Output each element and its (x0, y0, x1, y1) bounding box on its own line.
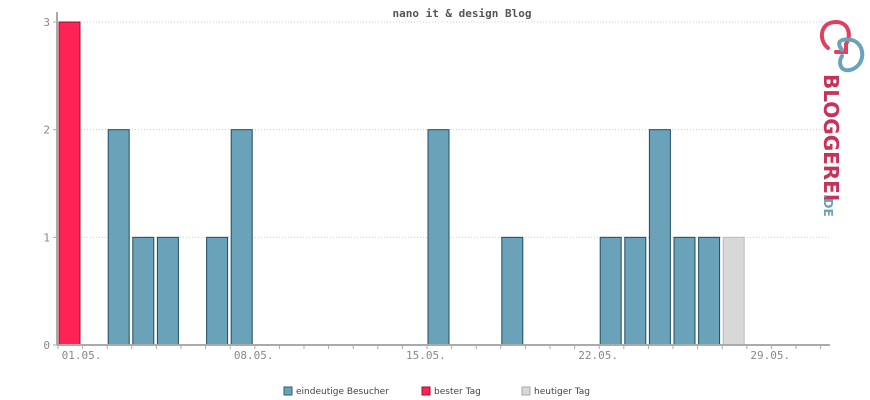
bar-unique-visitors (673, 236, 696, 346)
legend-label-unique-visitors: eindeutige Besucher (296, 387, 389, 397)
bar-unique-visitors (427, 129, 450, 346)
bar-unique-visitors (107, 129, 130, 346)
legend: eindeutige Besucher bester Tag heutiger … (283, 386, 590, 397)
y-tick-label: 3 (43, 16, 50, 29)
x-tick-label: 01.05. (62, 349, 102, 362)
x-tick-label: 29.05. (750, 349, 790, 362)
chart-title: nano it & design Blog (392, 7, 531, 20)
legend-swatch-unique-visitors (283, 386, 293, 396)
legend-label-today: heutiger Tag (534, 387, 590, 397)
y-tick-label: 2 (43, 124, 50, 137)
bar-unique-visitors (648, 129, 671, 346)
logo-suffix: .DE (821, 194, 835, 217)
logo-mark-icon (819, 19, 865, 73)
bar-unique-visitors (624, 236, 647, 346)
tick-labels: 0 1 2 3 01.05. 08.05. 15.05. 22.05. 29.05. (43, 16, 790, 362)
bar-unique-visitors (156, 236, 179, 346)
legend-label-best-day: bester Tag (434, 387, 481, 397)
bar-unique-visitors (599, 236, 622, 346)
bar-unique-visitors (501, 236, 524, 346)
bar-today (722, 236, 745, 346)
x-tick-label: 15.05. (406, 349, 446, 362)
bar-unique-visitors (206, 236, 229, 346)
bar-unique-visitors (698, 236, 721, 346)
logo-brand: BLOGGEREI (819, 74, 843, 201)
legend-swatch-today (521, 386, 531, 396)
bar-unique-visitors (132, 236, 155, 346)
legend-swatch-best-day (421, 386, 431, 396)
y-tick-label: 1 (43, 231, 50, 244)
bloggerei-logo: BLOGGEREI .DE (819, 19, 865, 217)
x-tick-label: 08.05. (234, 349, 274, 362)
axes (53, 12, 830, 349)
x-tick-label: 22.05. (578, 349, 618, 362)
bars (58, 21, 745, 346)
bar-best-day (58, 21, 81, 346)
bar-unique-visitors (230, 129, 253, 346)
y-tick-label: 0 (43, 339, 50, 352)
